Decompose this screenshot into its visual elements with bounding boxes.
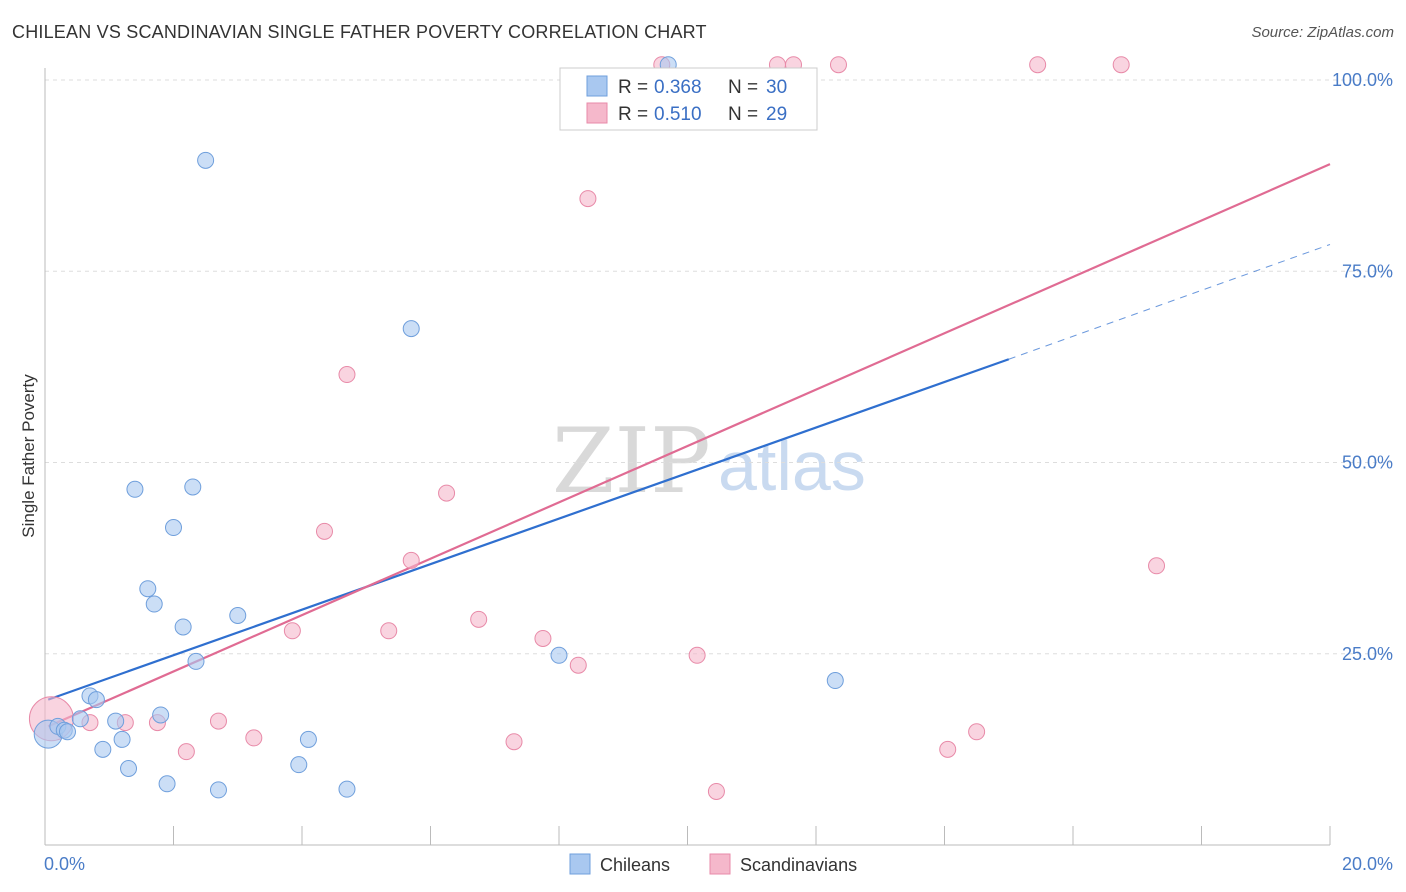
chilean-point [87, 691, 105, 709]
chilean-point [158, 775, 176, 793]
scandinavian-point [209, 712, 227, 730]
chilean-point [826, 672, 844, 690]
chart-source: Source: ZipAtlas.com [1251, 24, 1394, 41]
bottom-legend-label-chileans: Chileans [600, 855, 670, 875]
chilean-point [145, 595, 163, 613]
scandinavian-point [177, 743, 195, 761]
chilean-point [187, 652, 205, 670]
trend-lines [47, 163, 1331, 728]
trend-line-chileans-extension [1008, 244, 1331, 360]
scandinavian-point [438, 484, 456, 502]
axes [44, 68, 1331, 846]
chilean-point [338, 780, 356, 798]
trend-line-scandinavians [47, 163, 1331, 728]
scandinavian-point [283, 622, 301, 640]
x-tick-label: 20.0% [1342, 854, 1393, 874]
legend-n-value-2: 29 [766, 104, 787, 125]
legend-n-label-1: N = [728, 77, 758, 98]
y-tick-label: 100.0% [1332, 70, 1393, 90]
chilean-point [209, 781, 227, 799]
scandinavian-point [707, 782, 725, 800]
scandinavian-point [1148, 557, 1166, 575]
scandinavian-point [470, 610, 488, 628]
scandinavian-point [338, 366, 356, 384]
data-points [28, 56, 1166, 800]
legend-r-label-2: R = [618, 104, 648, 125]
scandinavian-point [688, 646, 706, 664]
scandinavian-point [569, 656, 587, 674]
scandinavian-point [968, 723, 986, 741]
bottom-legend-label-scandinavians: Scandinavians [740, 855, 857, 875]
chilean-point [290, 756, 308, 774]
y-tick-label: 25.0% [1342, 644, 1393, 664]
legend-r-value-2: 0.510 [654, 104, 702, 125]
scandinavian-point [505, 733, 523, 751]
watermark: ZIP atlas [552, 409, 866, 514]
chilean-point [184, 478, 202, 496]
scandinavian-point [245, 729, 263, 747]
scandinavian-point [579, 190, 597, 208]
watermark-zip: ZIP [552, 409, 711, 514]
legend-r-value-1: 0.368 [654, 77, 702, 98]
chilean-point [197, 151, 215, 169]
legend-n-value-1: 30 [766, 77, 787, 98]
y-axis-title: Single Father Poverty [19, 374, 38, 538]
bottom-legend-swatch-chileans [569, 853, 591, 875]
grid [45, 79, 1392, 655]
chilean-point [107, 712, 125, 730]
chilean-point [174, 618, 192, 636]
chilean-point [299, 730, 317, 748]
scandinavian-point [402, 551, 420, 569]
scandinavian-point [939, 740, 957, 758]
chilean-point [402, 320, 420, 338]
legend-n-label-2: N = [728, 104, 758, 125]
legend: R = 0.368 N = 30 R = 0.510 N = 29 [559, 67, 818, 131]
chilean-point [550, 646, 568, 664]
y-tick-label: 75.0% [1342, 261, 1393, 281]
chilean-point [152, 706, 170, 724]
scandinavian-point [1029, 56, 1047, 74]
legend-swatch-scandinavians [586, 102, 608, 124]
chilean-point [71, 710, 89, 728]
chilean-point [94, 740, 112, 758]
y-tick-label: 50.0% [1342, 453, 1393, 473]
tick-labels: 25.0% 50.0% 75.0% 100.0% 0.0% 20.0% [44, 70, 1393, 874]
trend-line-chileans [47, 358, 1010, 701]
chilean-point [120, 760, 138, 777]
legend-swatch-chileans [586, 75, 608, 97]
scandinavian-point [380, 622, 398, 640]
scandinavian-point [315, 522, 333, 540]
chart-title: CHILEAN VS SCANDINAVIAN SINGLE FATHER PO… [12, 22, 707, 42]
chilean-point [126, 480, 144, 498]
chilean-point [139, 580, 157, 598]
bottom-legend: Chileans Scandinavians [569, 853, 857, 875]
legend-r-label-1: R = [618, 77, 648, 98]
scandinavian-point [1112, 56, 1130, 74]
watermark-atlas: atlas [718, 427, 866, 505]
chilean-point [113, 730, 131, 748]
bottom-legend-swatch-scandinavians [709, 853, 731, 875]
scandinavian-point [534, 629, 552, 647]
x-tick-label: 0.0% [44, 854, 85, 874]
chilean-point [58, 723, 76, 741]
scandinavian-point [829, 56, 847, 74]
chilean-point [165, 519, 182, 537]
chilean-point [229, 607, 247, 624]
